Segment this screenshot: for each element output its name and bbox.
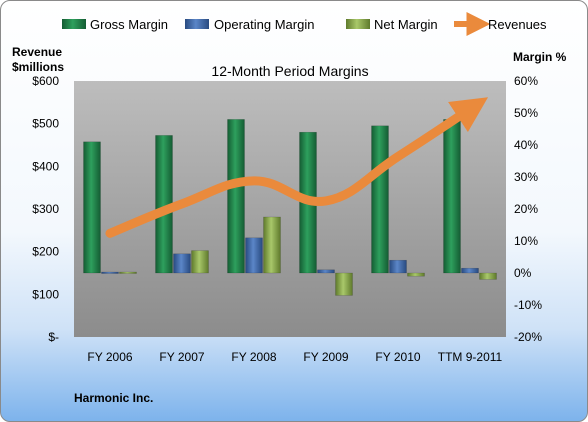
left-tick-label: $400 [32,159,59,173]
right-tick-label: 20% [514,202,538,216]
bar-net-margin [119,271,137,274]
right-tick-label: -10% [514,298,542,312]
bar-operating-margin [389,259,407,274]
bar-operating-margin [317,269,335,274]
bar-net-margin [335,272,353,296]
right-tick-label: 60% [514,74,538,88]
category-label: FY 2008 [231,350,276,364]
legend-label-revenues: Revenues [488,17,547,32]
left-tick-label: $500 [32,117,59,131]
right-axis-ticks: 60% 50% 40% 30% 20% 10% 0% -10% -20% [514,74,542,344]
left-tick-label: $300 [32,202,59,216]
category-label: FY 2009 [303,350,348,364]
bar-gross-margin [443,119,461,274]
left-axis-ticks: $600 $500 $400 $300 $200 $100 $- [32,74,59,344]
right-tick-label: 10% [514,234,538,248]
right-tick-label: -20% [514,330,542,344]
company-name: Harmonic Inc. [74,391,153,405]
legend-label-gross-margin: Gross Margin [90,17,168,32]
right-tick-label: 30% [514,170,538,184]
right-tick-label: 0% [514,266,532,280]
legend-label-operating-margin: Operating Margin [214,17,314,32]
bar-net-margin [263,216,281,274]
category-label: FY 2010 [375,350,420,364]
bar-operating-margin [461,267,479,274]
bar-gross-margin [371,125,389,274]
legend-label-net-margin: Net Margin [374,17,438,32]
legend-swatch-gross-margin [62,19,86,29]
left-tick-label: $100 [32,287,59,301]
right-tick-label: 40% [514,138,538,152]
revenue-line-group [105,97,489,238]
bar-gross-margin [227,119,245,274]
legend-swatch-operating-margin [185,19,209,29]
category-label: FY 2007 [159,350,204,364]
revenue-line [105,97,489,238]
bar-net-margin [191,250,209,274]
bar-net-margin [407,272,425,277]
bar-gross-margin [83,141,101,274]
legend-swatch-net-margin [346,19,370,29]
right-axis-title: Margin % [513,50,567,64]
left-tick-label: $200 [32,245,59,259]
left-tick-label: $600 [32,74,59,88]
category-label: TTM 9-2011 [438,350,503,364]
left-axis-title-line1: Revenue [12,45,62,59]
bar-operating-margin [245,237,263,274]
bar-operating-margin [101,271,119,274]
bar-net-margin [479,272,497,280]
legend: Gross Margin Operating Margin Net Margin… [62,12,547,36]
left-tick-label: $- [48,330,59,344]
bar-operating-margin [173,253,191,274]
category-label: FY 2006 [87,350,132,364]
chart-title: 12-Month Period Margins [211,63,368,79]
plot-area [74,81,506,337]
category-axis-labels: FY 2006 FY 2007 FY 2008 FY 2009 FY 2010 TTM 9… [87,350,502,364]
right-tick-label: 50% [514,106,538,120]
left-axis-title-line2: $millions [12,60,64,74]
